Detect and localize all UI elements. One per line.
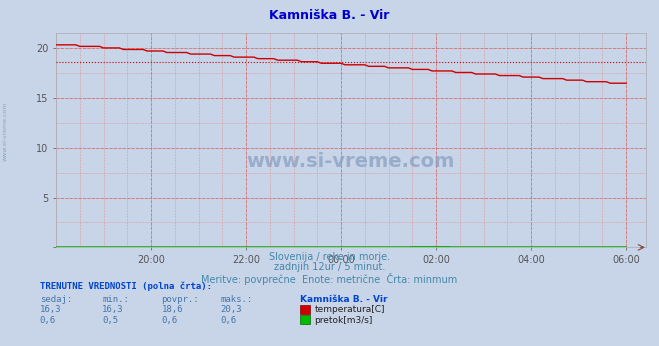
Text: 20,3: 20,3 <box>221 305 243 314</box>
Text: 0,6: 0,6 <box>40 316 55 325</box>
Text: maks.:: maks.: <box>221 295 253 304</box>
Text: sedaj:: sedaj: <box>40 295 72 304</box>
Text: 18,6: 18,6 <box>161 305 183 314</box>
Text: zadnjih 12ur / 5 minut.: zadnjih 12ur / 5 minut. <box>273 262 386 272</box>
Text: Kamniška B. - Vir: Kamniška B. - Vir <box>300 295 387 304</box>
Text: 16,3: 16,3 <box>102 305 124 314</box>
Text: 16,3: 16,3 <box>40 305 61 314</box>
Text: 0,6: 0,6 <box>161 316 177 325</box>
Text: www.si-vreme.com: www.si-vreme.com <box>246 152 455 171</box>
Text: povpr.:: povpr.: <box>161 295 199 304</box>
Text: Kamniška B. - Vir: Kamniška B. - Vir <box>270 9 389 22</box>
Text: Slovenija / reke in morje.: Slovenija / reke in morje. <box>269 252 390 262</box>
Text: min.:: min.: <box>102 295 129 304</box>
Text: 0,6: 0,6 <box>221 316 237 325</box>
Text: Meritve: povprečne  Enote: metrične  Črta: minmum: Meritve: povprečne Enote: metrične Črta:… <box>202 273 457 285</box>
Text: www.si-vreme.com: www.si-vreme.com <box>3 102 8 161</box>
Text: temperatura[C]: temperatura[C] <box>314 305 385 314</box>
Text: 0,5: 0,5 <box>102 316 118 325</box>
Text: TRENUTNE VREDNOSTI (polna črta):: TRENUTNE VREDNOSTI (polna črta): <box>40 282 212 291</box>
Text: pretok[m3/s]: pretok[m3/s] <box>314 316 373 325</box>
